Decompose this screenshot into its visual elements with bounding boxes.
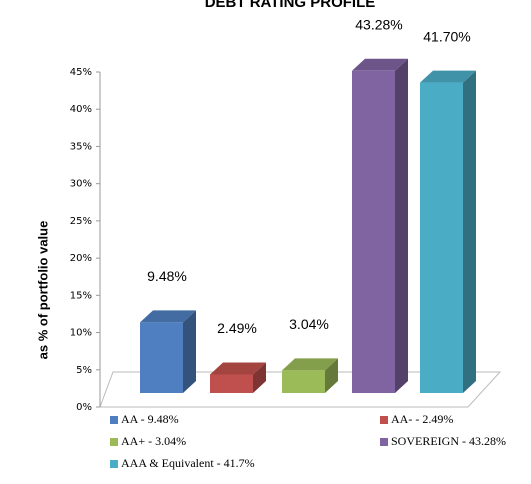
floor [99,371,502,408]
legend-label: AAA & Equivalent - 41.7% [121,456,255,470]
bar [140,322,183,393]
bar-side [463,70,476,394]
legend-swatch [110,416,118,424]
y-tick-label: 45% [70,67,92,78]
bar-top [420,70,476,83]
bar-side [183,310,196,393]
bar [420,82,463,394]
bar-side [253,362,266,393]
bar-top [210,362,266,375]
bar-top [282,358,338,371]
legend-label: AA - 9.48% [121,412,179,426]
y-tick-label: 40% [70,104,92,115]
bar [282,370,325,393]
legend-label: SOVEREIGN - 43.28% [391,434,506,448]
y-tick-label: 5% [76,365,92,376]
bar-side [395,58,408,393]
bar-top [352,58,408,71]
legend-label: AA+ - 3.04% [121,434,186,448]
bar-top [140,310,196,323]
legend-swatch [380,416,388,424]
y-tick-label: 35% [70,141,92,152]
bar [210,374,253,393]
y-axis-title: as % of portfolio value [35,221,50,360]
value-label: 9.48% [147,268,187,284]
value-label: 43.28% [355,17,402,33]
legend-label: AA- - 2.49% [391,412,453,426]
y-tick-label: 15% [70,290,92,301]
y-tick-label: 0% [76,402,92,413]
bar [352,70,395,393]
legend-swatch [110,438,118,446]
y-tick-label: 25% [70,216,92,227]
legend-swatch [110,460,118,468]
value-label: 3.04% [289,316,329,332]
y-tick-label: 30% [70,179,92,190]
y-tick-label: 10% [70,328,92,339]
value-label: 41.70% [423,28,470,44]
value-label: 2.49% [217,320,257,336]
chart-title: DEBT RATING PROFILE [205,0,376,11]
y-tick-label: 20% [70,253,92,264]
legend-swatch [380,438,388,446]
bar-side [325,358,338,393]
